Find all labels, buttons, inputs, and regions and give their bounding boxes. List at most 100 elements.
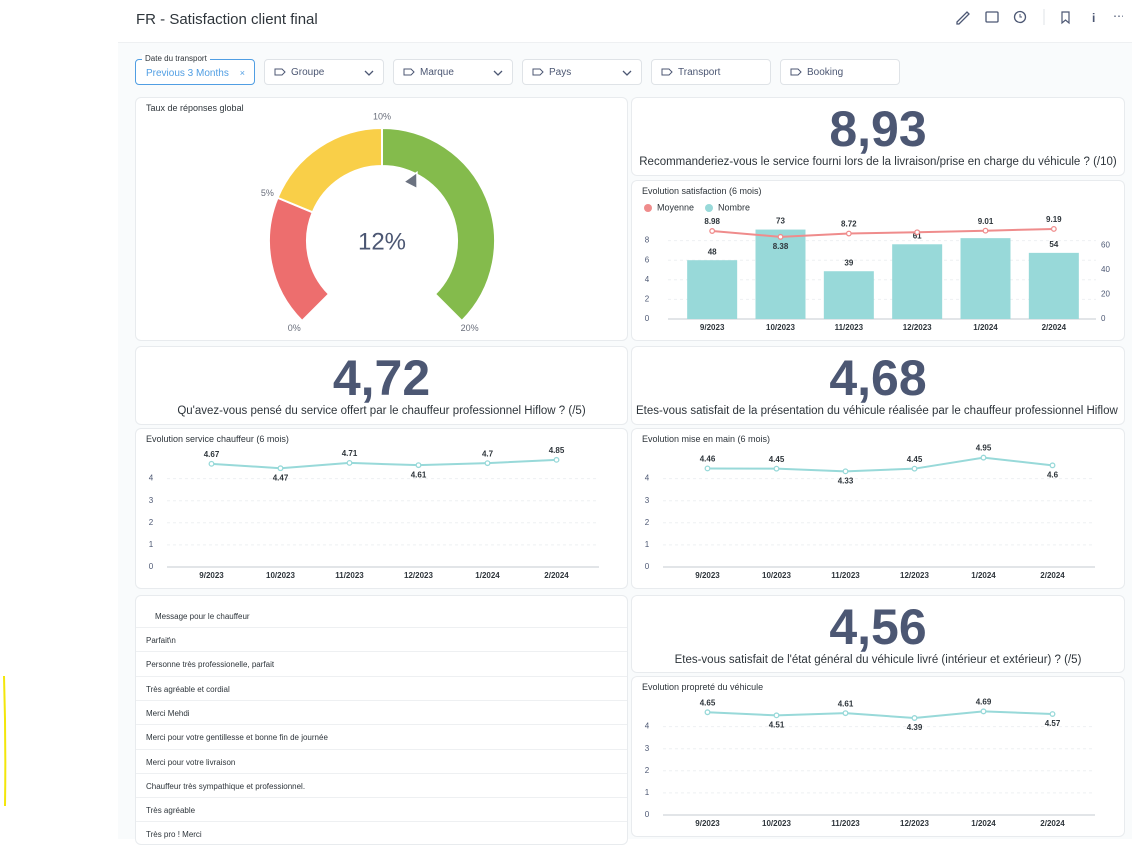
- table-cell: Très agréable et cordial: [146, 684, 230, 694]
- table-cell: Parfait\n: [146, 636, 176, 645]
- data-label: 8.38: [773, 242, 789, 251]
- card-title: Evolution propreté du véhicule: [642, 682, 764, 692]
- point: [842, 710, 849, 717]
- x-tick-label: 10/2023: [266, 571, 295, 580]
- y-tick-label: 1: [645, 540, 650, 549]
- filter-value: Previous 3 Months: [146, 68, 229, 79]
- x-tick-label: 2/2024: [1040, 819, 1065, 828]
- legend-label: Nombre: [718, 202, 750, 212]
- gauge-segment: [276, 126, 383, 214]
- legend-dot: [644, 204, 652, 212]
- filter-label: Pays: [549, 67, 572, 78]
- data-label: 4.95: [976, 444, 992, 453]
- data-label: 4.6: [1047, 470, 1059, 479]
- kpi-caption: Qu'avez-vous pensé du service offert par…: [177, 405, 586, 417]
- x-tick-label: 9/2023: [695, 571, 720, 580]
- dashboard-title: FR - Satisfaction client final: [136, 11, 318, 28]
- toolbar[interactable]: i ⋯: [953, 4, 1123, 34]
- point: [709, 228, 716, 234]
- chevron: [622, 70, 632, 76]
- table-cell: Chauffeur très sympathique et profession…: [146, 781, 306, 791]
- point: [911, 715, 918, 721]
- x-tick-label: 1/2024: [971, 571, 996, 580]
- data-label: 39: [844, 258, 853, 267]
- icon: [532, 68, 544, 76]
- chart-card: Evolution mise en main (6 mois) 0 1 2 3 4 9/20…: [631, 428, 1125, 589]
- scribble: [3, 675, 7, 807]
- y-tick-label: 8: [645, 236, 650, 245]
- x-tick-label: 1/2024: [973, 323, 998, 332]
- filter[interactable]: Pays: [522, 59, 642, 85]
- y-tick-label: 0: [645, 314, 650, 323]
- kpi-value: 4,72: [332, 350, 431, 406]
- card-title: Evolution service chauffeur (6 mois): [146, 434, 289, 444]
- gauge-value: 12%: [358, 228, 406, 255]
- card-title: Taux de réponses global: [146, 103, 244, 113]
- data-label: 4.7: [482, 449, 494, 458]
- point: [773, 712, 780, 719]
- y-tick-label: 2: [645, 766, 650, 775]
- gauge-tick-label: 20%: [461, 323, 479, 333]
- x-tick-label: 12/2023: [900, 571, 929, 580]
- x-tick-label: 12/2023: [900, 819, 929, 828]
- y-tick-label: 6: [645, 255, 650, 264]
- icon: [403, 68, 415, 76]
- card-title: Evolution mise en main (6 mois): [642, 434, 771, 444]
- point: [845, 230, 852, 237]
- bar: [1028, 252, 1079, 319]
- filter[interactable]: Marque: [393, 59, 513, 85]
- x-tick-label: 10/2023: [762, 571, 791, 580]
- legend-dot: [705, 204, 713, 212]
- row-separator: [136, 651, 627, 653]
- chart-card: Evolution propreté du véhicule 0 1 2 3 4 9/202…: [631, 676, 1125, 837]
- chevron-path: [364, 70, 374, 76]
- legend-label: Moyenne: [657, 202, 694, 212]
- y-tick-label: 1: [645, 788, 650, 797]
- kpi-caption: Êtes-vous satisfait de la présentation d…: [636, 405, 1120, 417]
- data-label: 4.57: [1045, 719, 1061, 728]
- x-tick-label: 11/2023: [831, 571, 860, 580]
- bar: [823, 271, 874, 319]
- gauge-tick-label: 5%: [261, 188, 274, 198]
- y-tick-label: 4: [645, 722, 650, 731]
- icon: [661, 68, 673, 76]
- filter[interactable]: Booking: [780, 59, 900, 85]
- chevron-path: [622, 70, 632, 76]
- y2-tick-label: 0: [1101, 314, 1106, 323]
- point: [773, 465, 780, 472]
- filter-label: Transport: [678, 67, 721, 78]
- point: [208, 460, 215, 467]
- kpi-value: 4,68: [829, 350, 927, 406]
- x-tick-label: 2/2024: [1040, 571, 1065, 580]
- point: [704, 709, 711, 716]
- chevron: [364, 70, 374, 76]
- row-separator: [136, 821, 627, 823]
- x-tick-label: 11/2023: [831, 819, 860, 828]
- date-filter[interactable]: Date du transport Previous 3 Months ×: [135, 54, 255, 85]
- card-title: Evolution satisfaction (6 mois): [642, 186, 762, 196]
- bar: [755, 229, 806, 319]
- data-label: 4.33: [838, 476, 854, 485]
- filter-label: Groupe: [291, 67, 325, 78]
- data-label: 9.01: [978, 217, 994, 226]
- x-tick-label: 9/2023: [199, 571, 224, 580]
- data-label: 8.98: [704, 217, 720, 226]
- gauge-segment: [268, 196, 331, 323]
- kpi-card: 4,56 Êtes-vous satisfait de l'état généra…: [631, 595, 1125, 673]
- data-label: 54: [1049, 240, 1058, 249]
- row-separator: [136, 675, 627, 677]
- filter[interactable]: Transport: [651, 59, 771, 85]
- y-tick-label: 0: [149, 562, 154, 571]
- point: [1049, 462, 1056, 469]
- gauge-tick-label: 0%: [288, 323, 301, 333]
- x-tick-label: 11/2023: [835, 323, 864, 332]
- filter[interactable]: Groupe: [264, 59, 384, 85]
- point: [982, 227, 989, 234]
- data-label: 73: [776, 217, 785, 226]
- y2-tick-label: 20: [1101, 290, 1110, 299]
- kpi-card: 4,68 Êtes-vous satisfait de la présentati…: [631, 346, 1125, 425]
- bar: [960, 238, 1011, 319]
- header: FR - Satisfaction client final i ⋯: [118, 0, 1132, 43]
- clear-icon[interactable]: ×: [239, 68, 245, 78]
